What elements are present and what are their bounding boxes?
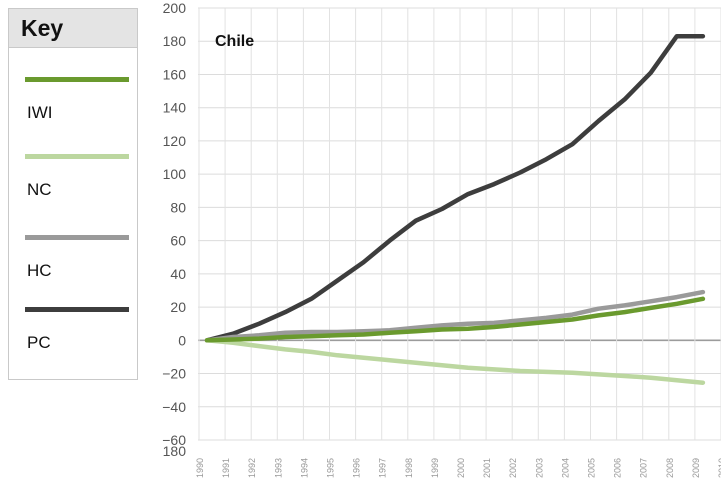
legend-swatch-pc: [25, 307, 129, 312]
x-tick-label: 2006: [613, 458, 623, 478]
x-tick-label: 2005: [587, 458, 597, 478]
x-tick-label: 2002: [508, 458, 518, 478]
legend-swatch-iwi: [25, 77, 129, 82]
x-tick-label: 1995: [326, 458, 336, 478]
legend-label-nc: NC: [27, 180, 52, 199]
y-tick-label: 60: [170, 233, 186, 249]
y-tick-label: −60: [162, 432, 186, 448]
x-tick-label: 2009: [691, 458, 701, 478]
y-tick-label: −40: [162, 399, 186, 415]
y-tick-label: 80: [170, 199, 186, 215]
x-tick-label: 1991: [221, 458, 231, 478]
y-tick-label: 100: [163, 166, 187, 182]
x-tick-label: 1992: [247, 458, 257, 478]
grid-layer: [198, 7, 721, 441]
legend-swatch-hc: [25, 235, 129, 240]
legend-swatch-nc: [25, 154, 129, 159]
series-layer: [204, 33, 706, 385]
x-tick-label: 1999: [430, 458, 440, 478]
label-layer: 200180160140120100806040200−20−40−601801…: [162, 0, 721, 478]
series-line-hc: [204, 289, 706, 343]
x-tick-label: 2007: [639, 458, 649, 478]
x-tick-label: 2004: [560, 458, 570, 478]
chart-title: Chile: [215, 33, 254, 50]
x-tick-label: 2003: [534, 458, 544, 478]
x-tick-label: 2000: [456, 458, 466, 478]
legend-panel: Key IWI NC HC PC: [8, 8, 138, 380]
y-tick-label: 160: [163, 66, 187, 82]
x-tick-label: 2010: [717, 458, 721, 478]
y-tick-label: 40: [170, 266, 186, 282]
legend-title: Key: [9, 9, 137, 48]
y-tick-label: 120: [163, 133, 187, 149]
x-tick-label: 1998: [404, 458, 414, 478]
x-tick-label: 1993: [273, 458, 283, 478]
legend-label-pc: PC: [27, 333, 51, 352]
y-tick-label: 0: [178, 332, 186, 348]
x-tick-label: 2001: [482, 458, 492, 478]
x-tick-label: 1997: [378, 458, 388, 478]
x-tick-label: 1996: [352, 458, 362, 478]
x-tick-label: 1990: [195, 458, 205, 478]
y-tick-label: 180: [163, 33, 187, 49]
y-tick-label: 20: [170, 299, 186, 315]
series-line-pc: [204, 33, 706, 343]
x-tick-label: 1994: [299, 458, 309, 478]
series-line-nc: [204, 338, 706, 385]
y-tick-label: −20: [162, 366, 186, 382]
x-tick-label: 2008: [665, 458, 675, 478]
y-tick-label: 200: [163, 0, 187, 16]
legend-label-hc: HC: [27, 261, 52, 280]
series-line-iwi: [204, 296, 706, 343]
y-tick-label: 140: [163, 100, 187, 116]
legend-label-iwi: IWI: [27, 103, 53, 122]
y-tick-label-bottom: 180: [163, 443, 187, 459]
